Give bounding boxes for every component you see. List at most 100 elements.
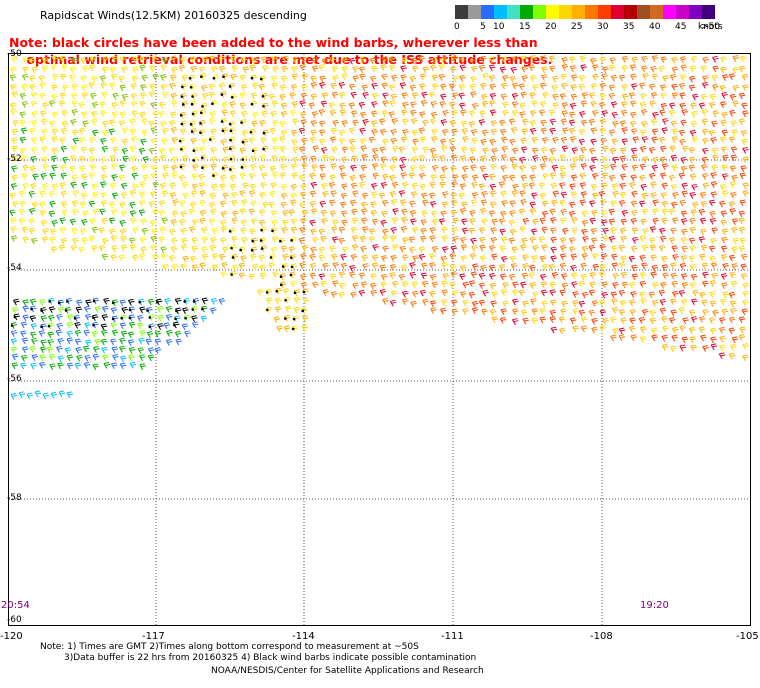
wind-barb	[88, 235, 96, 243]
wind-barb	[128, 347, 136, 354]
wind-barb	[712, 309, 719, 317]
wind-barb	[240, 255, 247, 263]
wind-barb	[628, 255, 636, 263]
wind-barb	[140, 218, 148, 226]
wind-barb	[292, 146, 300, 154]
wind-barb	[127, 354, 135, 362]
wind-barb	[372, 172, 380, 180]
wind-barb	[608, 218, 616, 226]
wind-barb	[52, 73, 59, 81]
wind-barb	[269, 165, 277, 173]
wind-barb	[80, 57, 87, 64]
wind-barb	[119, 228, 127, 236]
wind-barb	[78, 137, 86, 144]
wind-barb	[47, 322, 55, 330]
wind-barb	[229, 127, 237, 135]
wind-barb	[128, 314, 136, 322]
wind-barb	[11, 145, 19, 153]
wind-barb	[121, 306, 128, 314]
wind-barb	[572, 308, 580, 315]
wind-barb	[410, 165, 417, 172]
wind-barb	[478, 299, 486, 307]
wind-barb	[660, 235, 667, 243]
wind-barb	[678, 290, 686, 297]
wind-barb	[248, 273, 256, 281]
wind-barb	[619, 227, 627, 235]
lat-label-56: -56	[7, 374, 22, 384]
wind-barb	[652, 199, 659, 207]
wind-barb	[539, 255, 547, 263]
wind-barb	[41, 236, 49, 244]
wind-barb	[389, 264, 397, 271]
wind-barb	[299, 100, 306, 107]
wind-barb	[291, 73, 299, 81]
wind-barb	[400, 199, 407, 206]
wind-barb	[469, 253, 477, 260]
wind-barb	[9, 66, 17, 74]
wind-barb	[561, 300, 568, 308]
wind-barb	[722, 154, 729, 162]
wind-barb	[60, 237, 68, 245]
wind-barb	[680, 273, 688, 281]
wind-barb	[418, 55, 426, 63]
wind-barb	[79, 201, 87, 208]
wind-barb	[81, 219, 88, 226]
wind-barb	[672, 290, 679, 298]
wind-barb	[448, 138, 456, 145]
legend-swatch	[455, 5, 468, 19]
wind-barb	[678, 307, 686, 315]
wind-barb	[652, 208, 659, 216]
wind-barb	[151, 165, 158, 172]
wind-barb	[720, 210, 728, 218]
wind-barb	[449, 253, 457, 260]
wind-barb	[310, 120, 318, 127]
wind-barb	[249, 190, 256, 197]
wind-barb	[300, 111, 307, 119]
wind-barb	[621, 163, 628, 171]
wind-barb	[271, 227, 278, 235]
wind-barb	[430, 174, 438, 182]
wind-barb	[60, 172, 67, 180]
wind-barb	[588, 289, 596, 297]
wind-barb	[712, 147, 719, 155]
wind-barb	[730, 280, 738, 288]
wind-barb	[109, 82, 117, 90]
wind-barb	[359, 181, 366, 189]
wind-barb	[238, 262, 246, 270]
wind-barb	[489, 173, 496, 181]
wind-barb	[569, 317, 577, 325]
wind-barb	[648, 172, 656, 180]
wind-barb	[581, 253, 589, 260]
wind-barb	[451, 55, 458, 63]
wind-barb	[610, 334, 617, 342]
wind-barb	[460, 236, 467, 244]
wind-barb	[111, 315, 119, 323]
wind-barb	[450, 154, 458, 162]
wind-barb	[450, 245, 458, 253]
wind-barb	[550, 217, 557, 224]
wind-barb	[181, 155, 189, 163]
wind-barb	[208, 201, 216, 209]
wind-barb	[459, 155, 467, 162]
wind-barb	[100, 192, 108, 199]
wind-barb	[539, 182, 546, 190]
wind-barb	[71, 92, 78, 100]
wind-barb	[156, 306, 164, 313]
wind-barb	[162, 263, 169, 271]
wind-barb	[291, 325, 299, 333]
wind-barb	[280, 102, 288, 110]
wind-barb	[13, 298, 20, 306]
wind-barb	[288, 209, 296, 217]
wind-barb	[309, 262, 317, 270]
wind-barb	[210, 128, 217, 136]
wind-barb	[328, 182, 336, 189]
wind-barb	[31, 119, 38, 127]
wind-barb	[119, 164, 126, 172]
wind-barb	[489, 56, 496, 64]
wind-barb	[479, 110, 486, 118]
wind-barb	[239, 147, 247, 155]
wind-barb	[530, 298, 537, 305]
wind-barb	[680, 237, 688, 244]
wind-barb	[500, 210, 507, 218]
wind-barb	[260, 137, 267, 144]
